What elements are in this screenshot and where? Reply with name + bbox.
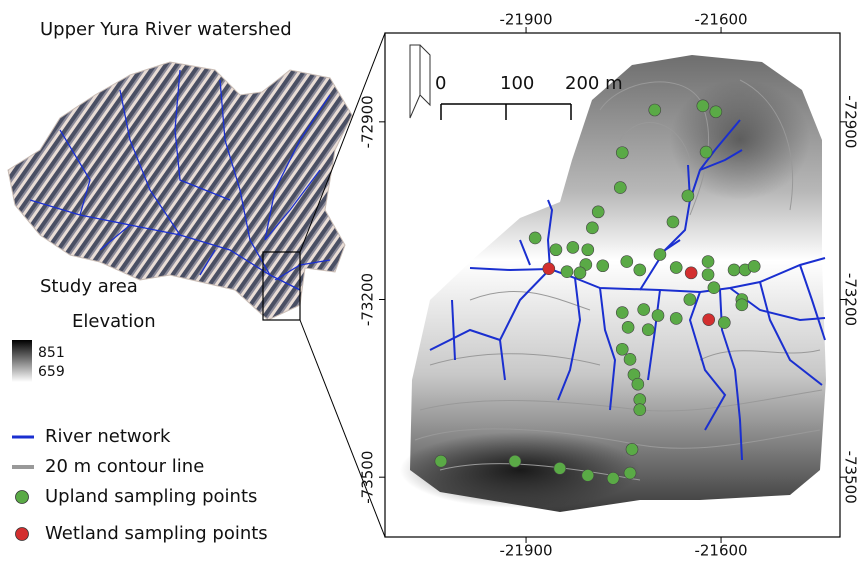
upland-point: [728, 264, 740, 276]
upland-point: [702, 269, 714, 281]
upland-point: [550, 244, 562, 256]
upland-point: [700, 146, 712, 158]
legend: River network 20 m contour line Upland sam…: [12, 426, 268, 544]
point-swatch: [16, 528, 29, 541]
upland-point: [638, 304, 650, 316]
upland-point: [597, 260, 609, 272]
point-swatch: [16, 491, 29, 504]
upland-point: [632, 378, 644, 390]
upland-point: [616, 307, 628, 319]
upland-point: [622, 321, 634, 333]
x-tick-label: -21600: [694, 542, 747, 560]
y-tick-label: -72900: [359, 95, 377, 148]
y-tick-label: -72900: [842, 95, 859, 148]
upland-point: [582, 244, 594, 256]
upland-point: [574, 267, 586, 279]
upland-point: [708, 282, 720, 294]
legend-label: 20 m contour line: [45, 456, 204, 477]
elevation-title: Elevation: [72, 311, 156, 332]
upland-point: [624, 353, 636, 365]
y-tick-label: -73500: [359, 451, 377, 504]
upland-point: [586, 222, 598, 234]
upland-point: [592, 206, 604, 218]
elevation-max: 851: [38, 345, 65, 361]
upland-point: [614, 182, 626, 194]
y-tick-label: -73500: [842, 451, 859, 504]
upland-point: [649, 104, 661, 116]
y-tick-label: -73200: [842, 273, 859, 326]
upland-point: [697, 100, 709, 112]
x-tick-label: -21900: [499, 11, 552, 29]
upland-point: [654, 248, 666, 260]
title: Upper Yura River watershed: [40, 19, 292, 40]
upland-point: [624, 467, 636, 479]
figure: Upper Yura River watershed Study area El…: [0, 0, 859, 561]
upland-point: [642, 324, 654, 336]
scale-label: 200 m: [565, 73, 623, 94]
upland-point: [682, 190, 694, 202]
upland-point: [670, 312, 682, 324]
upland-point: [670, 262, 682, 274]
upland-point: [702, 256, 714, 268]
legend-heading: Study area: [40, 276, 138, 297]
dem: [400, 45, 826, 512]
upland-point: [561, 266, 573, 278]
upland-point: [582, 469, 594, 481]
upland-point: [718, 317, 730, 329]
elevation-ramp: [12, 340, 32, 382]
upland-point: [684, 294, 696, 306]
x-tick-label: -21600: [694, 11, 747, 29]
scale-label: 100: [500, 73, 534, 94]
upland-point: [567, 241, 579, 253]
upland-point: [634, 404, 646, 416]
upland-point: [652, 310, 664, 322]
upland-point: [607, 472, 619, 484]
upland-point: [626, 443, 638, 455]
elevation-min: 659: [38, 364, 65, 380]
upland-point: [634, 264, 646, 276]
upland-point: [509, 455, 521, 467]
upland-point: [616, 343, 628, 355]
wetland-point: [685, 267, 697, 279]
wetland-point: [543, 263, 555, 275]
upland-point: [710, 106, 722, 118]
legend-label: River network: [45, 426, 171, 447]
wetland-point: [703, 314, 715, 326]
upland-point: [435, 455, 447, 467]
x-tick-label: -21900: [499, 542, 552, 560]
upland-point: [616, 147, 628, 159]
upland-point: [554, 462, 566, 474]
upland-point: [621, 256, 633, 268]
legend-label: Wetland sampling points: [45, 523, 268, 544]
upland-point: [529, 232, 541, 244]
upland-point: [667, 216, 679, 228]
upland-point: [748, 260, 760, 272]
scale-label: 0: [435, 73, 446, 94]
legend-label: Upland sampling points: [45, 486, 257, 507]
upland-point: [736, 299, 748, 311]
y-tick-label: -73200: [359, 273, 377, 326]
